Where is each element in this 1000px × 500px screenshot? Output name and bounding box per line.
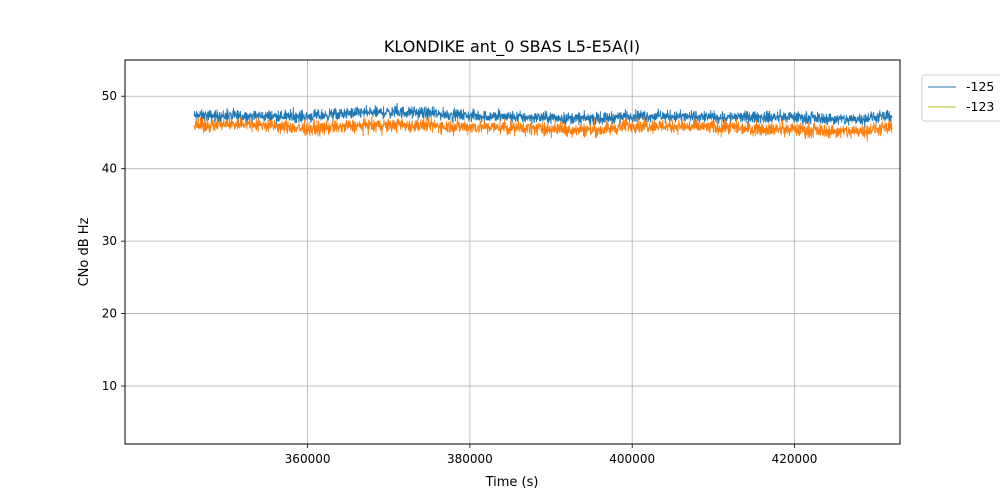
y-axis-label: CNo dB Hz — [77, 217, 92, 286]
x-tick-label: 400000 — [609, 452, 655, 466]
y-tick-label: 10 — [102, 379, 117, 393]
x-ticks: 360000 380000 400000 420000 — [285, 444, 818, 466]
series-line-2 — [193, 112, 893, 142]
x-tick-label: 380000 — [447, 452, 493, 466]
y-tick-label: 50 — [102, 89, 117, 103]
y-ticks: 10 20 30 40 50 — [102, 89, 125, 393]
y-tick-label: 20 — [102, 307, 117, 321]
y-tick-label: 40 — [102, 162, 117, 176]
legend: -125 -123 — [921, 74, 1000, 122]
x-tick-label: 420000 — [772, 452, 818, 466]
x-tick-label: 360000 — [285, 452, 331, 466]
series-layer — [193, 102, 893, 142]
legend-label-series-1: -125 — [966, 79, 994, 94]
plot-frame — [124, 59, 901, 445]
x-axis-label: Time (s) — [485, 475, 539, 490]
legend-label-series-2: -123 — [966, 99, 994, 114]
chart-title: KLONDIKE ant_0 SBAS L5-E5A(I) — [384, 37, 640, 57]
y-tick-label: 30 — [102, 234, 117, 248]
series-line-1 — [193, 102, 893, 129]
